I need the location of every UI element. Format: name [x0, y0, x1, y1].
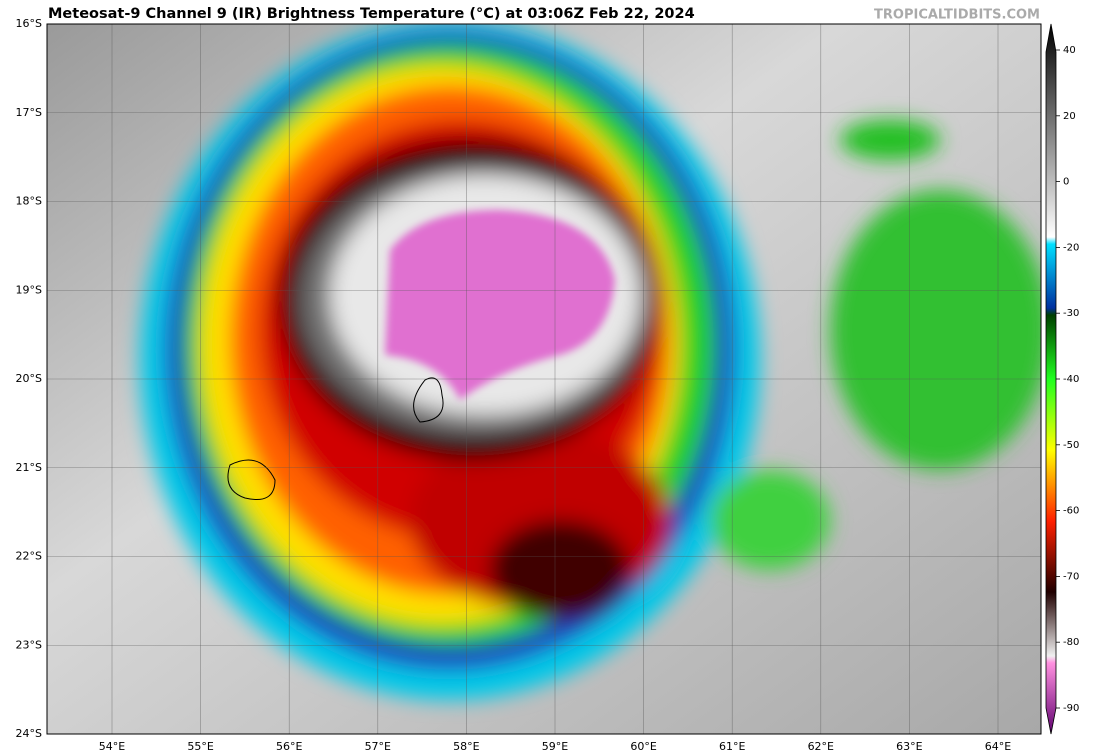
lat-label: 22°S: [16, 550, 42, 563]
colorbar-tick-label: -80: [1063, 637, 1079, 648]
lat-label: 16°S: [16, 17, 42, 30]
lat-label: 24°S: [16, 727, 42, 740]
colorbar-tick-label: -20: [1063, 242, 1079, 253]
satellite-image: [47, 24, 1041, 734]
lon-label: 54°E: [99, 740, 125, 753]
lat-label: 17°S: [16, 106, 42, 119]
lat-label: 19°S: [16, 283, 42, 296]
watermark: TROPICALTIDBITS.COM: [874, 8, 1040, 23]
lon-label: 62°E: [808, 740, 834, 753]
lat-label: 23°S: [16, 638, 42, 651]
colorbar-tick-label: -90: [1063, 703, 1079, 714]
lon-label: 61°E: [719, 740, 745, 753]
lon-label: 55°E: [187, 740, 213, 753]
map-frame: [46, 23, 1042, 735]
colorbar-tick-label: -40: [1063, 374, 1079, 385]
colorbar-tick-label: 40: [1063, 45, 1076, 56]
colorbar-ticks: 40 20 0 -20 -30 -40 -50 -60 -70 -80 -90: [1056, 45, 1079, 714]
lon-label: 60°E: [630, 740, 656, 753]
colorbar-tick-label: 0: [1063, 177, 1069, 188]
graticule: [47, 24, 1041, 734]
colorbar-tick-label: -30: [1063, 308, 1079, 319]
lon-label: 57°E: [365, 740, 391, 753]
colorbar-tick-label: -60: [1063, 506, 1079, 517]
lon-label: 64°E: [985, 740, 1011, 753]
title: Meteosat-9 Channel 9 (IR) Brightness Tem…: [48, 6, 695, 22]
colorbar-tick-label: 20: [1063, 111, 1076, 122]
lon-label: 58°E: [453, 740, 479, 753]
colorbar-tick-label: -70: [1063, 571, 1079, 582]
lat-label: 21°S: [16, 461, 42, 474]
lat-label: 18°S: [16, 195, 42, 208]
lon-label: 63°E: [896, 740, 922, 753]
colorbar-tick-label: -50: [1063, 440, 1079, 451]
lon-label: 59°E: [542, 740, 568, 753]
colorbar: [1045, 23, 1057, 735]
lat-label: 20°S: [16, 372, 42, 385]
lon-label: 56°E: [276, 740, 302, 753]
